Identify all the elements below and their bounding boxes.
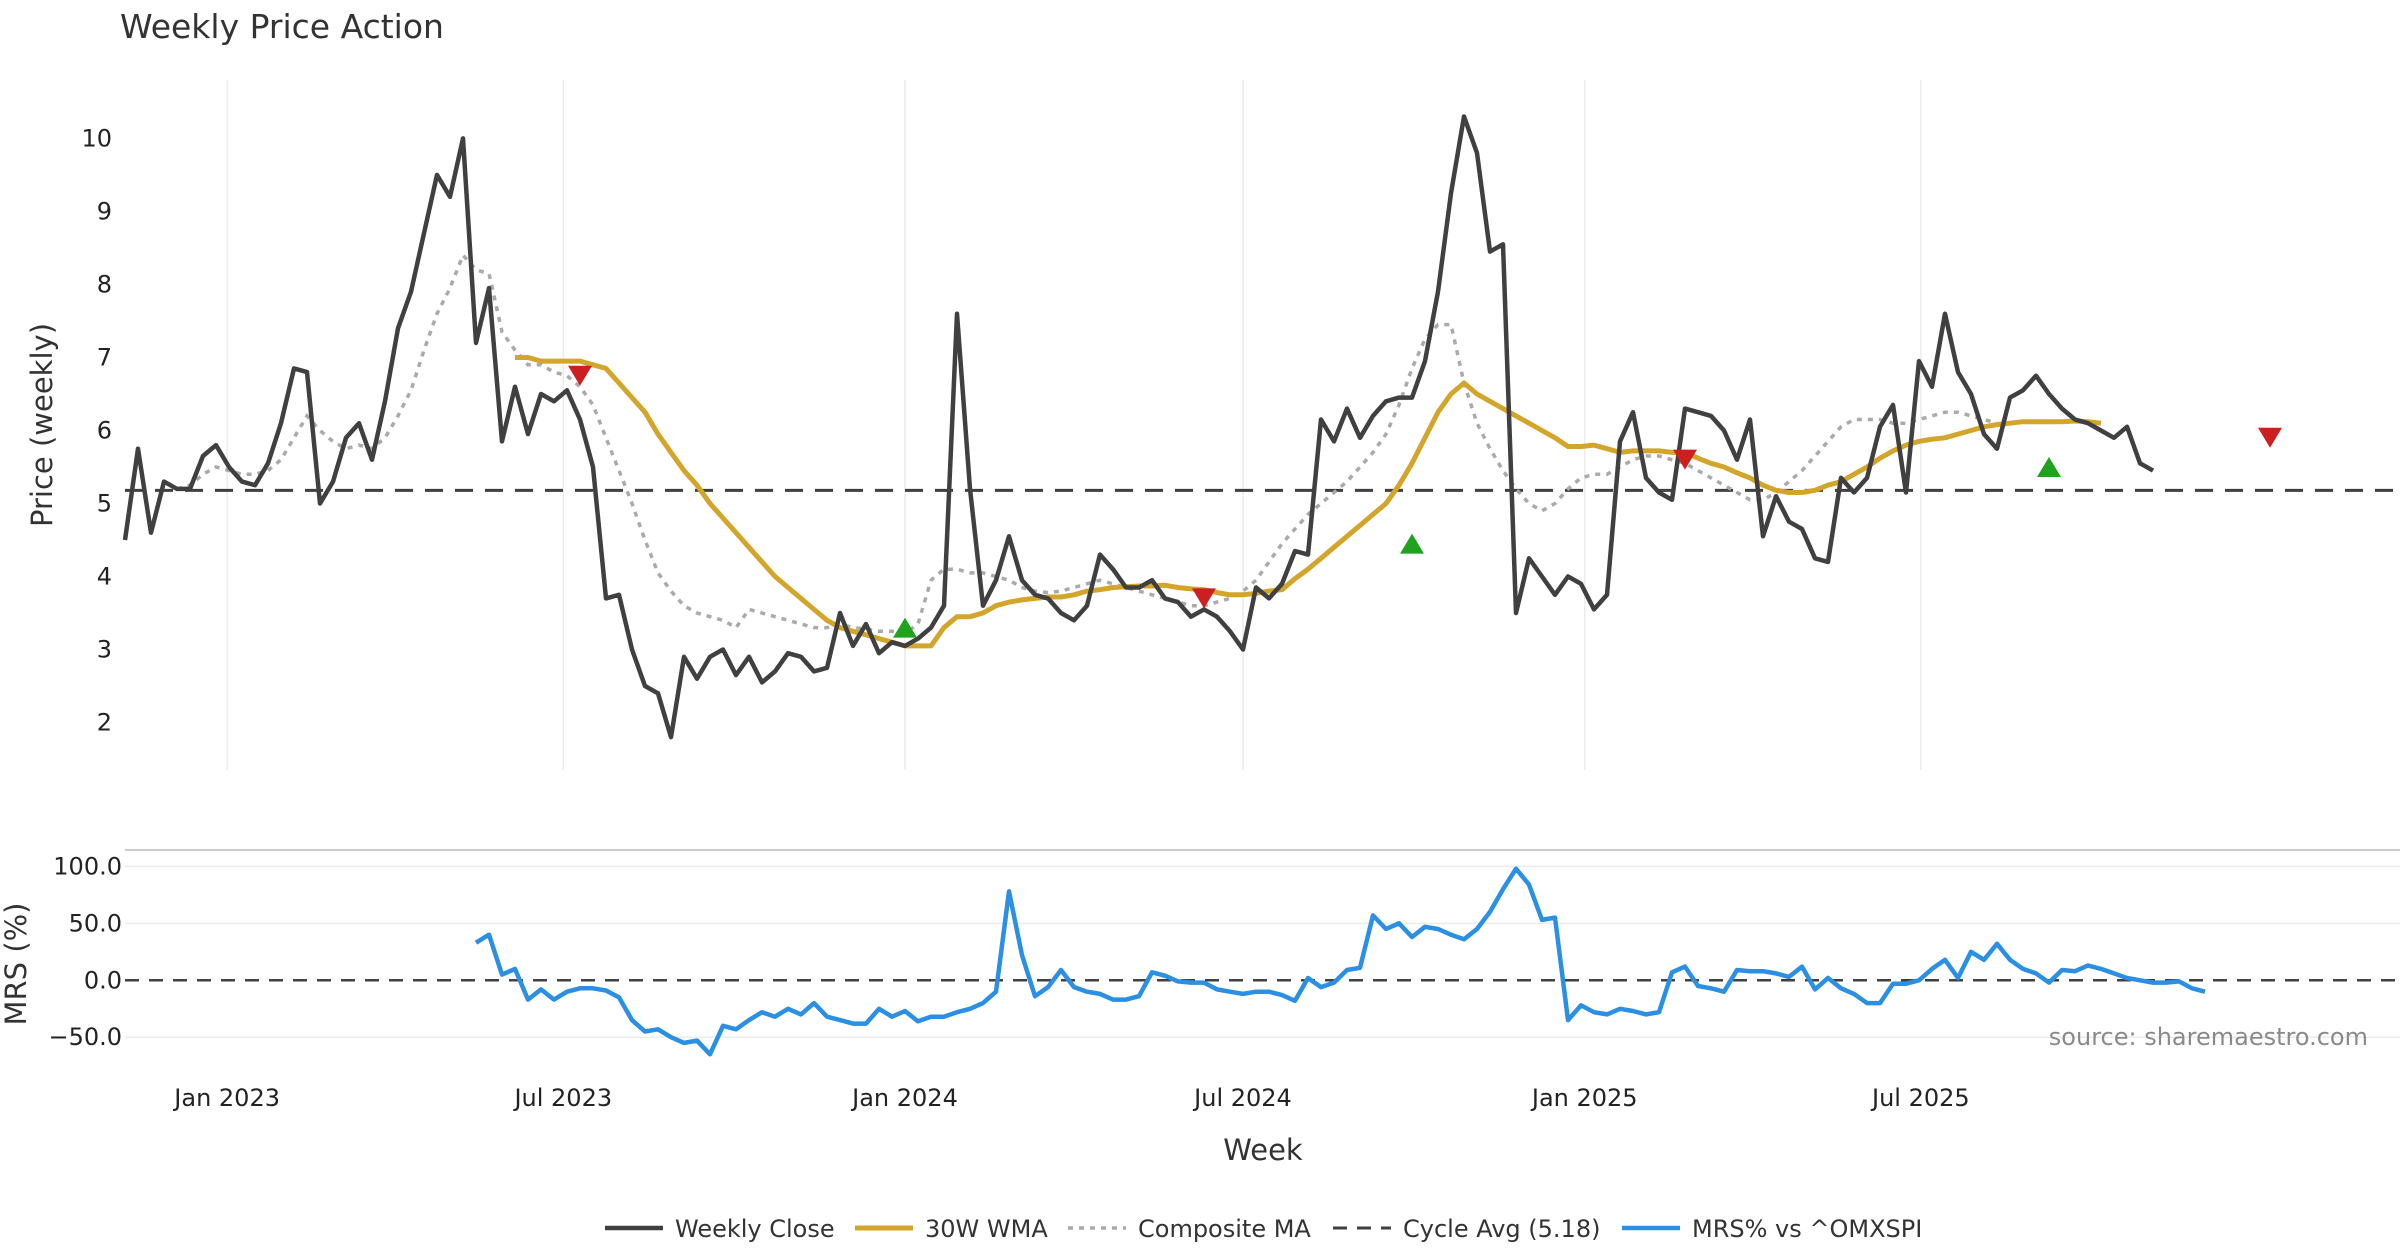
price-y-axis-label: Price (weekly) [25,323,59,527]
price-y-tick-label: 4 [97,563,112,591]
x-axis-label: Week [1223,1133,1303,1167]
composite-ma-line [176,251,1998,636]
price-y-tick-label: 6 [97,416,112,444]
price-y-tick-label: 10 [81,124,112,152]
mrs-line [474,866,2206,1057]
price-y-tick-label: 3 [97,636,112,664]
signal-markers [568,365,2282,638]
mrs-y-ticks: 100.0 50.0 0.0 −50.0 [48,852,122,1051]
legend-label: Weekly Close [675,1215,835,1243]
x-tick-label: Jan 2024 [850,1084,958,1112]
weekly-close-line [122,114,2155,740]
price-y-tick-label: 8 [97,270,112,298]
mrs-y-tick-label: 50.0 [69,909,122,937]
wma-30w-line [515,355,2102,649]
x-tick-label: Jul 2024 [1192,1084,1292,1112]
mrs-y-tick-label: −50.0 [48,1023,122,1051]
buy-signal-marker [2037,456,2061,477]
price-panel: 2 3 4 5 6 7 8 9 10 Price (weekly) [25,80,2400,770]
legend-label: Cycle Avg (5.18) [1403,1215,1600,1243]
x-axis-ticks: Jan 2023 Jul 2023 Jan 2024 Jul 2024 Jan 2025… [172,1084,1969,1112]
buy-signal-marker [893,617,917,638]
mrs-y-axis-label: MRS (%) [0,903,33,1026]
source-label: source: sharemaestro.com [2049,1023,2368,1051]
mrs-panel: 100.0 50.0 0.0 −50.0 MRS (%) source: sharem… [0,849,2400,1057]
x-tick-label: Jan 2023 [172,1084,280,1112]
sell-signal-marker [1673,449,1697,470]
price-y-tick-label: 5 [97,489,112,517]
mrs-y-tick-label: 100.0 [53,852,122,880]
sell-signal-marker [2258,427,2282,448]
legend-label: Composite MA [1138,1215,1311,1243]
x-tick-label: Jan 2025 [1530,1084,1638,1112]
price-y-tick-label: 9 [97,197,112,225]
mrs-y-tick-label: 0.0 [84,966,122,994]
price-y-ticks: 2 3 4 5 6 7 8 9 10 [81,124,112,736]
legend-label: 30W WMA [925,1215,1048,1243]
price-y-tick-label: 2 [97,709,112,737]
buy-signal-marker [1400,533,1424,554]
price-gridlines [226,80,1922,770]
x-tick-label: Jul 2025 [1870,1084,1970,1112]
sell-signal-marker [568,365,592,386]
price-y-tick-label: 7 [97,343,112,371]
legend: Weekly Close 30W WMA Composite MA Cycle Avg… [605,1215,1922,1243]
sell-signal-marker [1192,588,1216,609]
mrs-gridlines [125,865,2400,1038]
x-tick-label: Jul 2023 [512,1084,612,1112]
chart-title: Weekly Price Action [120,7,444,46]
legend-label: MRS% vs ^OMXSPI [1692,1215,1922,1243]
